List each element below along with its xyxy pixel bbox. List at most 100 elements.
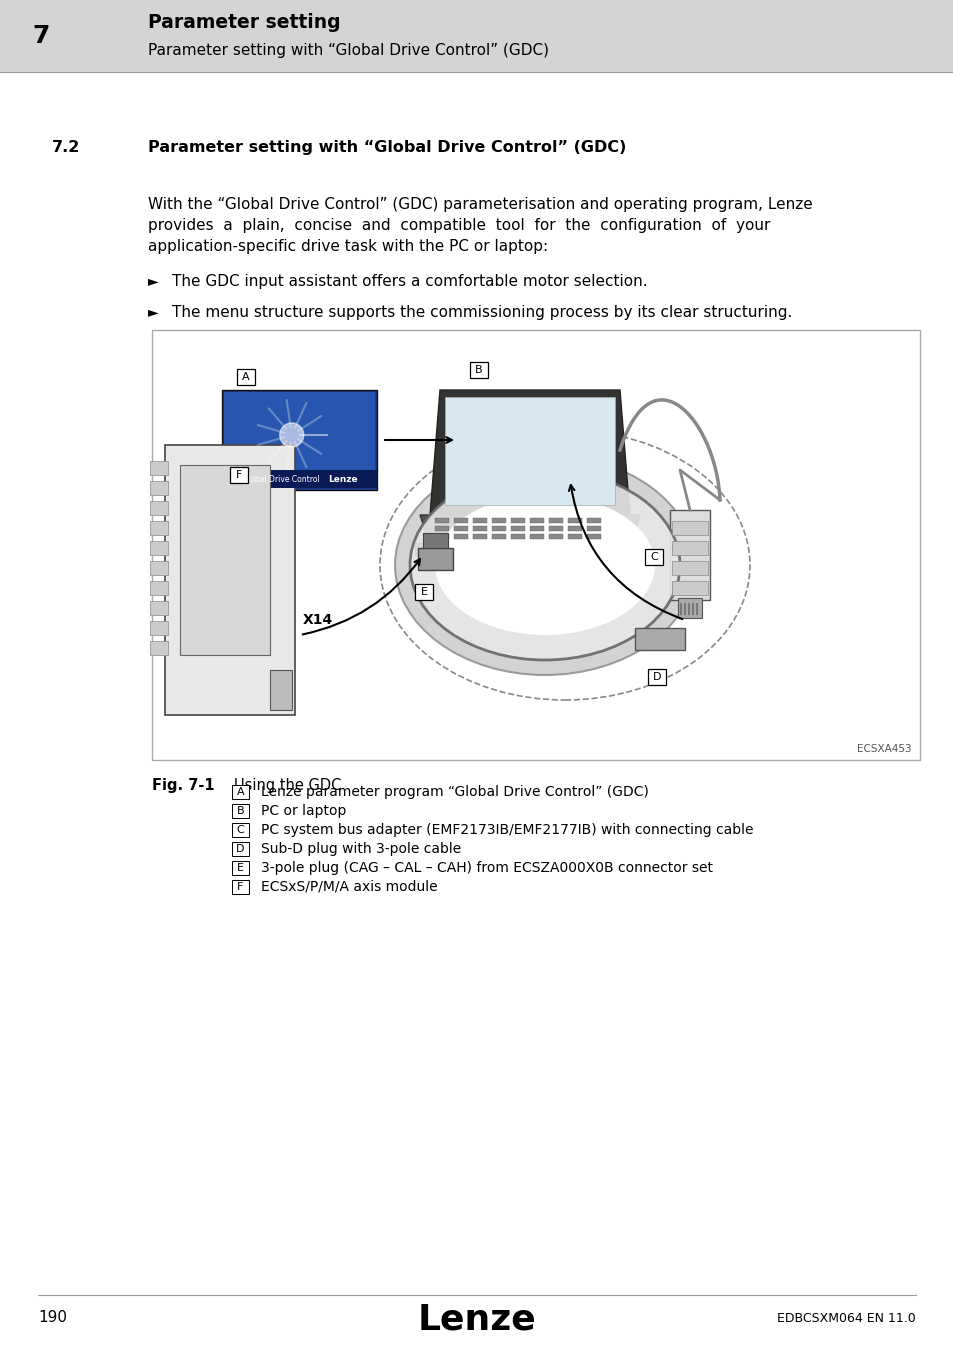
Bar bbox=[435, 535, 449, 539]
Text: C: C bbox=[236, 825, 244, 836]
Bar bbox=[548, 535, 562, 539]
Bar bbox=[150, 521, 168, 535]
Text: 190: 190 bbox=[38, 1311, 67, 1326]
Text: ►: ► bbox=[148, 274, 158, 288]
Bar bbox=[417, 548, 453, 570]
Bar bbox=[454, 526, 468, 531]
Bar bbox=[511, 526, 524, 531]
Text: EDBCSXM064 EN 11.0: EDBCSXM064 EN 11.0 bbox=[777, 1311, 915, 1324]
Text: provides  a  plain,  concise  and  compatible  tool  for  the  configuration  of: provides a plain, concise and compatible… bbox=[148, 217, 770, 234]
Ellipse shape bbox=[410, 470, 679, 660]
Text: Using the GDC: Using the GDC bbox=[233, 778, 341, 792]
Bar bbox=[567, 526, 581, 531]
Text: C: C bbox=[649, 552, 658, 562]
Bar bbox=[671, 580, 707, 595]
Bar bbox=[586, 518, 600, 522]
Text: Parameter setting: Parameter setting bbox=[148, 12, 340, 31]
Text: Lenze: Lenze bbox=[328, 474, 357, 483]
Text: application-specific drive task with the PC or laptop:: application-specific drive task with the… bbox=[148, 239, 548, 254]
Text: A: A bbox=[236, 787, 244, 796]
Bar bbox=[422, 533, 448, 548]
Bar bbox=[586, 535, 600, 539]
Text: E: E bbox=[420, 587, 427, 597]
Bar bbox=[150, 460, 168, 475]
Text: ECSXA453: ECSXA453 bbox=[857, 744, 911, 755]
Bar bbox=[150, 641, 168, 655]
Bar bbox=[150, 501, 168, 514]
Text: 3-pole plug (CAG – CAL – CAH) from ECSZA000X0B connector set: 3-pole plug (CAG – CAL – CAH) from ECSZA… bbox=[261, 861, 712, 875]
Text: A: A bbox=[242, 373, 250, 382]
Bar bbox=[236, 369, 254, 385]
Text: Sub-D plug with 3-pole cable: Sub-D plug with 3-pole cable bbox=[261, 842, 460, 856]
Text: With the “Global Drive Control” (GDC) parameterisation and operating program, Le: With the “Global Drive Control” (GDC) pa… bbox=[148, 197, 812, 212]
Text: B: B bbox=[475, 364, 482, 375]
Bar bbox=[222, 390, 376, 490]
Bar bbox=[415, 585, 433, 599]
Bar bbox=[152, 329, 919, 760]
Polygon shape bbox=[430, 390, 629, 514]
Text: X14: X14 bbox=[303, 613, 333, 626]
Ellipse shape bbox=[395, 455, 695, 675]
Text: Parameter setting with “Global Drive Control” (GDC): Parameter setting with “Global Drive Con… bbox=[148, 42, 548, 58]
Bar bbox=[687, 603, 689, 616]
Bar bbox=[669, 510, 709, 599]
Text: ►: ► bbox=[148, 305, 158, 319]
Bar bbox=[567, 535, 581, 539]
Bar bbox=[492, 518, 505, 522]
Bar bbox=[150, 580, 168, 595]
Text: The menu structure supports the commissioning process by its clear structuring.: The menu structure supports the commissi… bbox=[172, 305, 792, 320]
Text: B: B bbox=[236, 806, 244, 815]
Text: 7.2: 7.2 bbox=[52, 140, 80, 155]
Bar bbox=[470, 362, 488, 378]
Bar bbox=[415, 543, 644, 555]
Bar bbox=[683, 603, 685, 616]
Bar bbox=[270, 670, 292, 710]
Bar bbox=[232, 784, 249, 799]
Bar bbox=[473, 518, 486, 522]
Text: D: D bbox=[236, 844, 245, 855]
Ellipse shape bbox=[435, 495, 655, 634]
Bar bbox=[511, 535, 524, 539]
Bar bbox=[473, 526, 486, 531]
Bar bbox=[150, 481, 168, 495]
Text: F: F bbox=[235, 470, 242, 481]
Text: The GDC input assistant offers a comfortable motor selection.: The GDC input assistant offers a comfort… bbox=[172, 274, 647, 289]
Bar bbox=[492, 535, 505, 539]
Bar bbox=[232, 861, 249, 875]
Bar bbox=[679, 603, 681, 616]
Bar bbox=[671, 541, 707, 555]
Text: E: E bbox=[236, 863, 244, 873]
Bar bbox=[454, 518, 468, 522]
Bar bbox=[492, 526, 505, 531]
Bar bbox=[180, 464, 270, 655]
Bar bbox=[150, 601, 168, 616]
Text: 7: 7 bbox=[32, 24, 50, 49]
Bar bbox=[224, 392, 375, 487]
Bar bbox=[530, 518, 543, 522]
Bar bbox=[150, 541, 168, 555]
Bar bbox=[647, 670, 665, 684]
Bar bbox=[691, 603, 693, 616]
Text: Lenze parameter program “Global Drive Control” (GDC): Lenze parameter program “Global Drive Co… bbox=[261, 784, 648, 799]
Bar bbox=[671, 521, 707, 535]
Bar bbox=[635, 628, 684, 649]
Bar bbox=[530, 526, 543, 531]
Bar bbox=[696, 603, 698, 616]
Bar bbox=[567, 518, 581, 522]
Bar bbox=[678, 598, 701, 618]
Bar bbox=[530, 535, 543, 539]
Bar bbox=[150, 562, 168, 575]
Bar bbox=[0, 0, 953, 72]
Bar bbox=[165, 446, 294, 716]
Text: D: D bbox=[652, 672, 660, 682]
Bar bbox=[454, 535, 468, 539]
Polygon shape bbox=[419, 514, 639, 545]
Bar bbox=[548, 518, 562, 522]
Bar bbox=[230, 467, 248, 483]
Bar bbox=[232, 842, 249, 856]
Text: F: F bbox=[237, 882, 243, 892]
Text: Lenze: Lenze bbox=[417, 1303, 536, 1336]
Bar bbox=[671, 562, 707, 575]
Text: Global Drive Control: Global Drive Control bbox=[242, 474, 319, 483]
Bar bbox=[435, 518, 449, 522]
